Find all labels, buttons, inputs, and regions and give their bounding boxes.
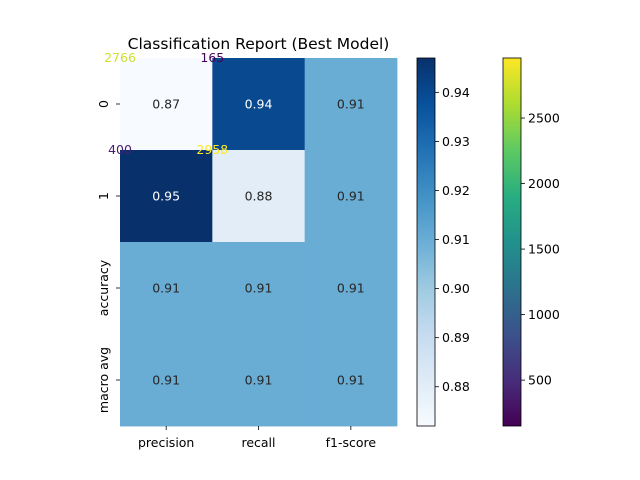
cell-value-label-r2-c1: 0.91 xyxy=(245,281,273,296)
cell-value-label-r2-c0: 0.91 xyxy=(152,281,180,296)
colorbar-scores-tick-label-0: 0.88 xyxy=(442,379,470,394)
colorbar-scores-frame xyxy=(416,57,436,427)
x-tick-label-2: f1-score xyxy=(326,435,377,450)
cell-value-label-r2-c2: 0.91 xyxy=(337,281,365,296)
x-tick-label-0: precision xyxy=(138,435,194,450)
heatmap-cell-r2-c0 xyxy=(120,242,213,335)
cell-value-label-r1-c0: 0.95 xyxy=(152,189,180,204)
colorbar-scores: 0.88 0.89 0.90 0.91 0.92 0.93 0.94 xyxy=(416,57,470,427)
colorbar-counts-tick-label-0: 500 xyxy=(528,373,552,388)
heatmap-cell-r3-c0 xyxy=(120,334,213,427)
colorbar-scores-tick-label-2: 0.90 xyxy=(442,281,470,296)
cell-value-label-r0-c2: 0.91 xyxy=(337,97,365,112)
colorbar-counts: 500 1000 1500 2000 2500 xyxy=(502,57,560,427)
heatmap-cell-r1-c1 xyxy=(212,150,306,243)
count-label-2: 400 xyxy=(108,142,132,157)
colorbar-counts-tick-label-1: 1000 xyxy=(528,307,560,322)
x-axis-ticks: precision recall f1-score xyxy=(138,426,376,450)
heatmap-cell-r1-c0 xyxy=(120,150,213,243)
y-tick-label-0: 0 xyxy=(96,100,111,108)
heatmap-cell-r0-c1 xyxy=(212,58,306,151)
cell-value-label-r3-c0: 0.91 xyxy=(152,373,180,388)
colorbar-counts-tick-label-2: 1500 xyxy=(528,242,560,257)
y-tick-label-1: 1 xyxy=(96,192,111,200)
heatmap-grid: 0.87 0.94 0.91 0.95 0.88 0.91 0.91 0.91 0.91 0.91… xyxy=(120,58,398,427)
heatmap-cell-r0-c0 xyxy=(120,58,213,151)
x-tick-label-1: recall xyxy=(241,435,275,450)
cell-value-label-r1-c1: 0.88 xyxy=(245,189,273,204)
count-label-0: 2766 xyxy=(104,50,136,65)
heatmap-cell-r2-c1 xyxy=(212,242,306,335)
colorbar-scores-tick-label-6: 0.94 xyxy=(442,85,470,100)
cell-value-label-r1-c2: 0.91 xyxy=(337,189,365,204)
y-axis-ticks: 0 1 accuracy macro avg xyxy=(96,100,120,413)
count-label-3: 2958 xyxy=(196,142,228,157)
count-overlay: 2766 165 400 2958 xyxy=(104,50,228,157)
colorbar-counts-tick-label-3: 2000 xyxy=(528,176,560,191)
heatmap-cell-r1-c2 xyxy=(304,150,398,243)
chart-title: Classification Report (Best Model) xyxy=(128,35,390,53)
heatmap-cell-r3-c2 xyxy=(304,334,398,427)
heatmap-cell-r3-c1 xyxy=(212,334,306,427)
y-tick-label-3: macro avg xyxy=(96,347,111,413)
cell-value-label-r3-c2: 0.91 xyxy=(337,373,365,388)
colorbar-scores-tick-label-4: 0.92 xyxy=(442,183,470,198)
colorbar-counts-tick-label-4: 2500 xyxy=(528,111,560,126)
colorbar-scores-gradient xyxy=(417,58,435,426)
cell-value-label-r3-c1: 0.91 xyxy=(245,373,273,388)
heatmap-cell-r0-c2 xyxy=(304,58,398,151)
count-label-1: 165 xyxy=(200,50,224,65)
y-tick-label-2: accuracy xyxy=(96,259,111,316)
colorbar-scores-tick-label-5: 0.93 xyxy=(442,134,470,149)
colorbar-scores-tick-label-3: 0.91 xyxy=(442,232,470,247)
cell-value-label-r0-c0: 0.87 xyxy=(152,97,180,112)
heatmap-cell-r2-c2 xyxy=(304,242,398,335)
colorbar-counts-gradient xyxy=(503,58,521,426)
colorbar-scores-tick-label-1: 0.89 xyxy=(442,330,470,345)
cell-value-label-r0-c1: 0.94 xyxy=(245,97,273,112)
colorbar-counts-frame xyxy=(502,57,522,427)
